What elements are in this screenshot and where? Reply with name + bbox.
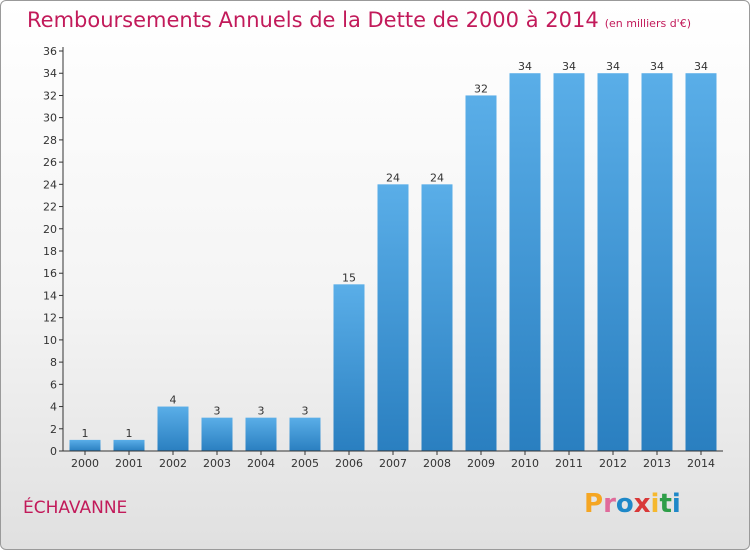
y-tick-label: 30 bbox=[43, 112, 57, 125]
x-tick-label: 2014 bbox=[687, 457, 715, 470]
data-label: 34 bbox=[518, 60, 532, 73]
bar bbox=[201, 417, 233, 451]
data-label: 1 bbox=[82, 427, 89, 440]
commune-name: ÉCHAVANNE bbox=[23, 498, 128, 518]
x-tick-label: 2004 bbox=[247, 457, 275, 470]
bar bbox=[69, 439, 101, 451]
data-label: 24 bbox=[386, 171, 400, 184]
x-tick-label: 2009 bbox=[467, 457, 495, 470]
bar bbox=[157, 406, 189, 451]
y-tick-label: 10 bbox=[43, 334, 57, 347]
bar bbox=[553, 73, 585, 451]
y-tick-label: 32 bbox=[43, 89, 57, 102]
data-label: 1 bbox=[126, 427, 133, 440]
y-tick-label: 16 bbox=[43, 267, 57, 280]
y-tick-label: 6 bbox=[50, 378, 57, 391]
y-tick-label: 36 bbox=[43, 45, 57, 58]
y-tick-label: 28 bbox=[43, 134, 57, 147]
bar bbox=[685, 73, 717, 451]
logo-letter: t bbox=[659, 489, 672, 519]
y-tick-label: 20 bbox=[43, 223, 57, 236]
x-tick-label: 2001 bbox=[115, 457, 143, 470]
bar bbox=[641, 73, 673, 451]
bar bbox=[245, 417, 277, 451]
y-tick-label: 22 bbox=[43, 201, 57, 214]
y-tick-label: 14 bbox=[43, 289, 57, 302]
bar bbox=[597, 73, 629, 451]
data-label: 4 bbox=[170, 394, 177, 407]
x-tick-label: 2013 bbox=[643, 457, 671, 470]
x-tick-label: 2003 bbox=[203, 457, 231, 470]
unit-note: (en milliers d'€) bbox=[604, 17, 691, 30]
x-tick-label: 2000 bbox=[71, 457, 99, 470]
data-label: 3 bbox=[214, 405, 221, 418]
y-tick-label: 34 bbox=[43, 67, 57, 80]
y-tick-label: 26 bbox=[43, 156, 57, 169]
y-tick-label: 8 bbox=[50, 356, 57, 369]
y-tick-label: 4 bbox=[50, 401, 57, 414]
y-tick-label: 12 bbox=[43, 312, 57, 325]
bar bbox=[377, 184, 409, 452]
data-label: 32 bbox=[474, 82, 488, 95]
data-label: 3 bbox=[302, 405, 309, 418]
logo-letter: r bbox=[603, 489, 616, 519]
data-label: 34 bbox=[650, 60, 664, 73]
y-tick-label: 18 bbox=[43, 245, 57, 258]
data-label: 34 bbox=[562, 60, 576, 73]
logo-letter: i bbox=[650, 489, 660, 519]
y-tick-label: 2 bbox=[50, 423, 57, 436]
y-tick-label: 0 bbox=[50, 445, 57, 458]
x-tick-label: 2007 bbox=[379, 457, 407, 470]
data-label: 15 bbox=[342, 271, 356, 284]
proxiti-logo: Proxiti bbox=[584, 489, 681, 519]
y-tick-label: 24 bbox=[43, 178, 57, 191]
x-tick-label: 2011 bbox=[555, 457, 583, 470]
data-label: 3 bbox=[258, 405, 265, 418]
bar bbox=[289, 417, 321, 451]
logo-letter: P bbox=[584, 489, 604, 519]
x-tick-label: 2002 bbox=[159, 457, 187, 470]
bar bbox=[509, 73, 541, 451]
data-label: 34 bbox=[694, 60, 708, 73]
logo-letter: x bbox=[633, 489, 651, 519]
bar bbox=[333, 284, 365, 451]
x-tick-label: 2006 bbox=[335, 457, 363, 470]
data-label: 24 bbox=[430, 171, 444, 184]
bar bbox=[465, 95, 497, 451]
chart-title-text: Remboursements Annuels de la Dette de 20… bbox=[27, 8, 599, 32]
logo-letter: o bbox=[615, 489, 634, 519]
x-tick-label: 2005 bbox=[291, 457, 319, 470]
x-tick-label: 2008 bbox=[423, 457, 451, 470]
bar bbox=[421, 184, 453, 452]
bar bbox=[113, 439, 145, 451]
logo-letter: i bbox=[671, 489, 681, 519]
chart-title: Remboursements Annuels de la Dette de 20… bbox=[27, 8, 691, 32]
data-label: 34 bbox=[606, 60, 620, 73]
x-tick-label: 2012 bbox=[599, 457, 627, 470]
x-tick-label: 2010 bbox=[511, 457, 539, 470]
